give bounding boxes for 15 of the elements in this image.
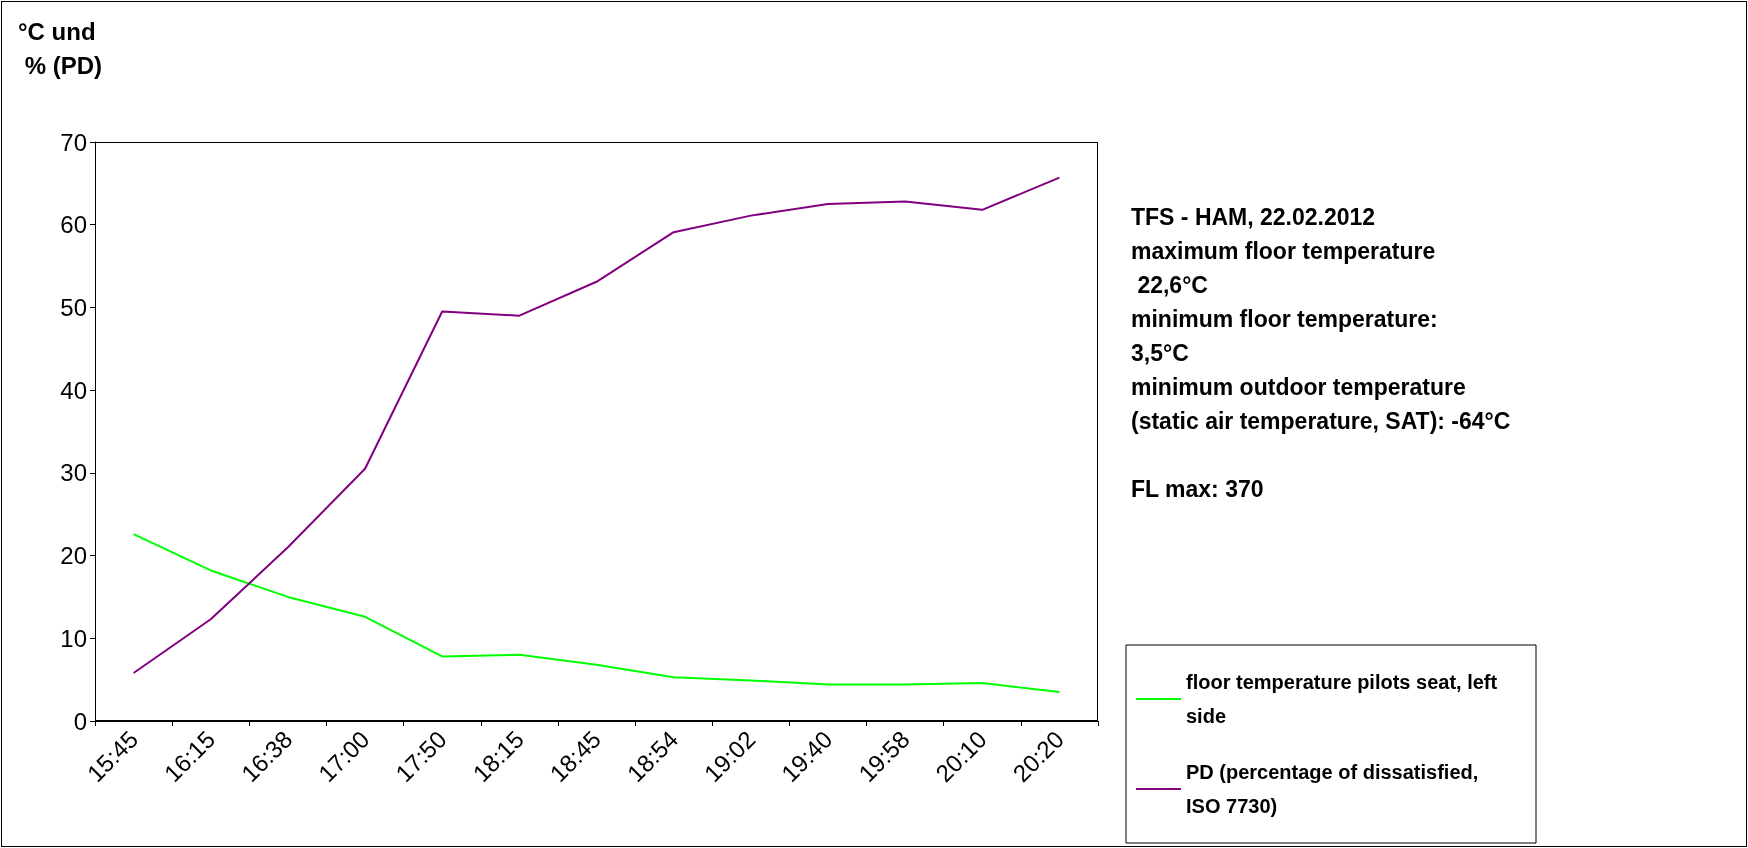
y-tick-label: 20 <box>60 542 87 570</box>
y-tick-label: 60 <box>60 211 87 239</box>
y-tick-label: 10 <box>60 624 87 652</box>
legend-label: PD (percentage of dissatisfied, ISO 7730) <box>1186 761 1484 817</box>
y-tick-label: 0 <box>73 707 87 735</box>
text: TFS - HAM, 22.02.2012 maximum floor temperature 22,6°C minimum floor temperature: 3,5°C minimum outdoor temperature (static air temperature, SAT): -64°C <box>1131 204 1511 434</box>
y-tick-label: 40 <box>60 376 87 404</box>
y-tick-label: 70 <box>60 128 87 156</box>
line-series <box>132 533 1061 694</box>
legend-label: floor temperature pilots seat, left side <box>1186 671 1503 727</box>
y-tick-label: 50 <box>60 293 87 321</box>
text: FL max: 370 <box>1131 476 1264 502</box>
line-series <box>132 176 1061 675</box>
y-tick-label: 30 <box>60 459 87 487</box>
y-axis-title: °C und % (PD) <box>18 17 102 79</box>
